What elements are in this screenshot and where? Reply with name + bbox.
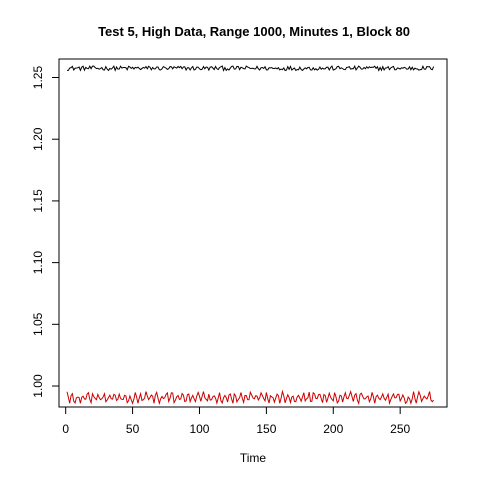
x-axis-label: Time: [240, 451, 267, 465]
x-tick-label: 150: [256, 422, 276, 436]
chart-title: Test 5, High Data, Range 1000, Minutes 1…: [98, 24, 410, 39]
x-axis: 0 50 100 150 200 250: [62, 407, 411, 436]
x-tick-label: 50: [126, 422, 140, 436]
y-tick-label: 1.10: [31, 251, 45, 275]
x-tick-label: 250: [390, 422, 410, 436]
x-tick-label: 0: [62, 422, 69, 436]
x-tick-label: 100: [189, 422, 209, 436]
plot-frame: [58, 58, 448, 408]
series-line-2: [66, 389, 435, 406]
y-tick-label: 1.20: [31, 127, 45, 151]
y-axis: 1.00 1.05 1.10 1.15 1.20 1.25: [31, 66, 59, 398]
series-line-1: [67, 64, 435, 72]
y-tick-label: 1.25: [31, 66, 45, 90]
x-tick-label: 200: [323, 422, 343, 436]
series-layer: [66, 64, 435, 406]
y-tick-label: 1.15: [31, 189, 45, 213]
y-tick-label: 1.05: [31, 312, 45, 336]
y-tick-label: 1.00: [31, 374, 45, 398]
